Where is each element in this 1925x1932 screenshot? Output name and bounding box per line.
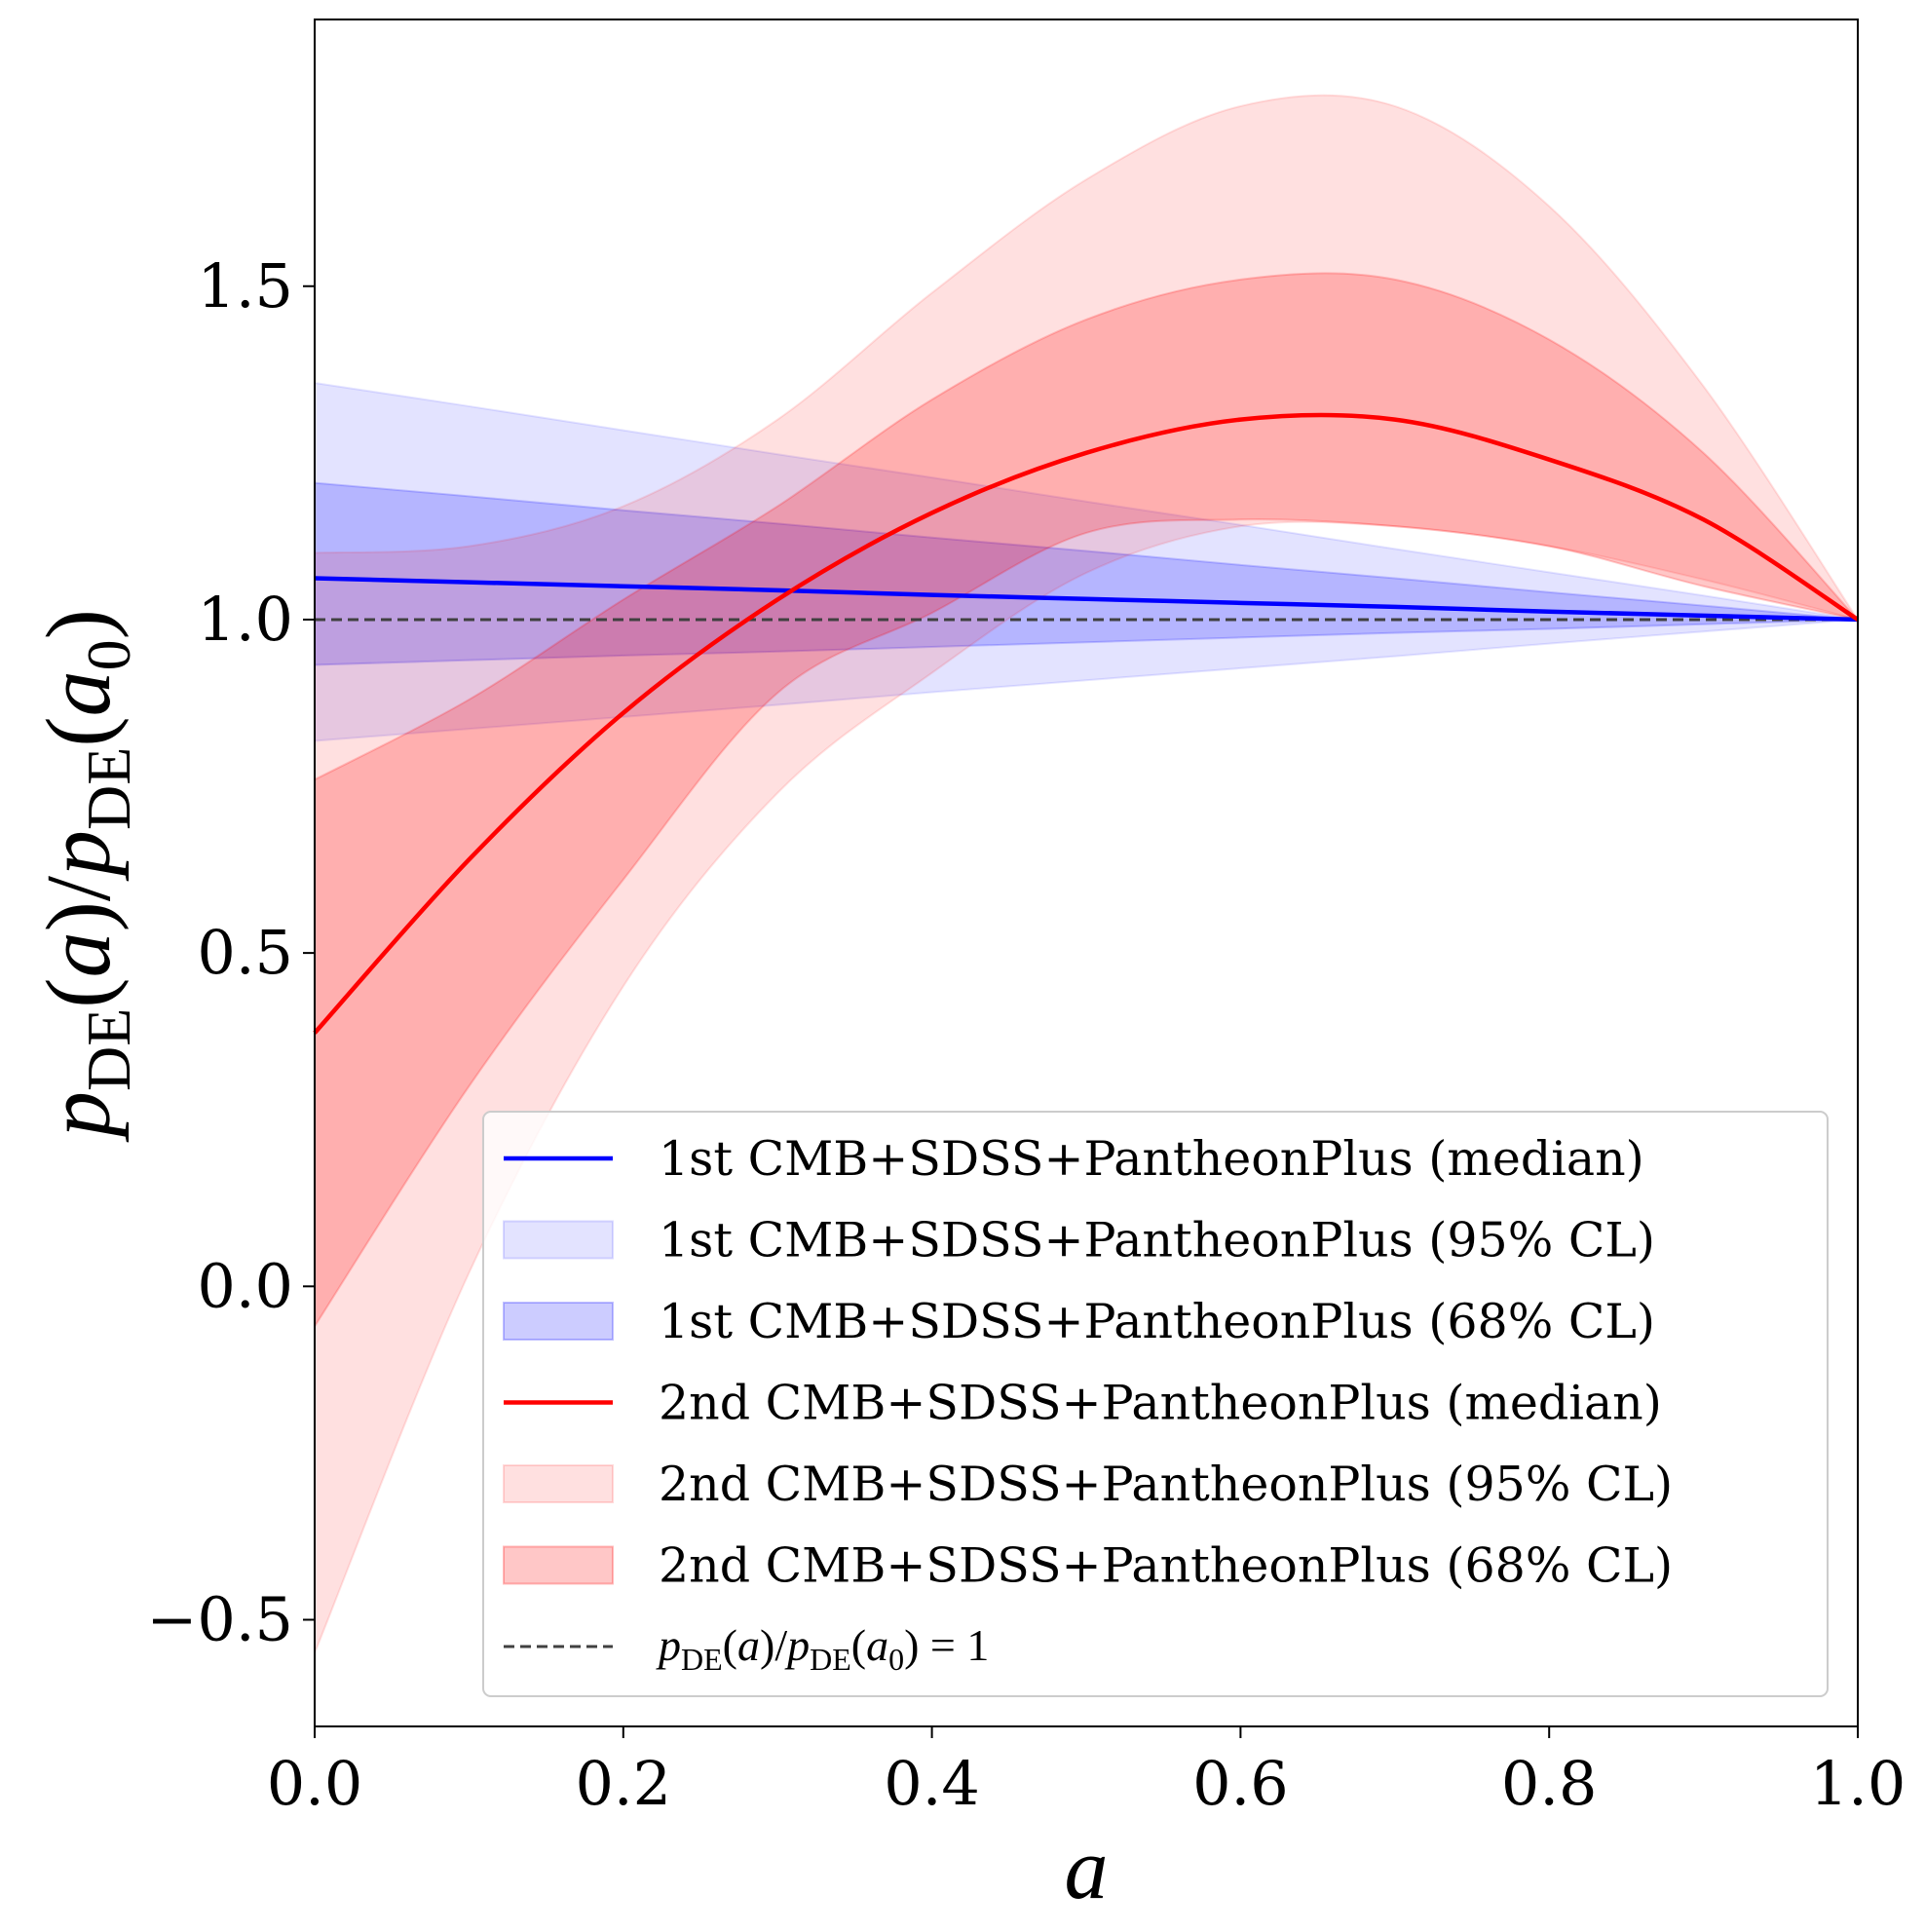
y-axis-label: pDE(a)/pDE(a0) [28, 609, 143, 1143]
svg-text:pDE(a)/pDE(a0): pDE(a)/pDE(a0) [28, 609, 143, 1143]
line-red-median [313, 412, 1860, 1035]
band-red-95 [314, 94, 1859, 1654]
legend-patch-swatch [503, 1302, 614, 1341]
y-tick-label: 1.0 [197, 584, 293, 655]
legend-label: 2nd CMB+SDSS+PantheonPlus (median) [659, 1376, 1662, 1431]
plot-frame [314, 19, 1859, 1727]
legend-item: 2nd CMB+SDSS+PantheonPlus (95% CL) [503, 1457, 1673, 1512]
line-blue-median [314, 576, 1859, 623]
legend-item: 2nd CMB+SDSS+PantheonPlus (68% CL) [503, 1538, 1673, 1594]
x-tick-label: 0.8 [1501, 1748, 1598, 1819]
legend-item: 1st CMB+SDSS+PantheonPlus (median) [504, 1131, 1644, 1187]
axis-labels: a pDE(a)/pDE(a0) [28, 609, 1109, 1917]
legend-item: pDE(a)/pDE(a0) = 1 [504, 1620, 989, 1677]
legend-label: 1st CMB+SDSS+PantheonPlus (68% CL) [659, 1294, 1655, 1349]
y-tick-label: −0.5 [146, 1584, 293, 1655]
legend-patch-swatch [503, 1220, 614, 1260]
legend-label: 2nd CMB+SDSS+PantheonPlus (95% CL) [659, 1457, 1673, 1512]
y-tick-label: 0.5 [197, 917, 293, 988]
x-tick-label: 0.2 [575, 1748, 671, 1819]
legend-item: 2nd CMB+SDSS+PantheonPlus (median) [504, 1376, 1662, 1431]
legend-item: 1st CMB+SDSS+PantheonPlus (68% CL) [503, 1294, 1655, 1349]
legend-item: 1st CMB+SDSS+PantheonPlus (95% CL) [503, 1213, 1655, 1269]
x-tick-label: 1.0 [1810, 1748, 1906, 1819]
legend-box [482, 1111, 1829, 1697]
legend-label: pDE(a)/pDE(a0) = 1 [656, 1620, 989, 1677]
x-tick-label: 0.0 [267, 1748, 363, 1819]
y-tick-label: 0.0 [197, 1250, 293, 1321]
legend-patch-swatch [503, 1545, 614, 1585]
x-axis-label: a [1065, 1821, 1109, 1917]
y-tick-label: 1.5 [197, 250, 293, 322]
x-tick-label: 0.4 [884, 1748, 980, 1819]
legend: 1st CMB+SDSS+PantheonPlus (median) 1st CM… [482, 1111, 1829, 1697]
legend-label: 1st CMB+SDSS+PantheonPlus (median) [659, 1131, 1644, 1187]
x-tick-label: 0.6 [1192, 1748, 1289, 1819]
median-lines [313, 412, 1860, 1035]
legend-label: 1st CMB+SDSS+PantheonPlus (95% CL) [659, 1213, 1655, 1269]
legend-patch-swatch [503, 1464, 614, 1503]
plot-border [314, 19, 1859, 1727]
axis-ticks: 0.0 0.2 0.4 0.6 0.8 1.0 −0.5 0.0 0.5 1.0 1.5 [146, 250, 1906, 1819]
legend-label: 2nd CMB+SDSS+PantheonPlus (68% CL) [659, 1538, 1673, 1594]
